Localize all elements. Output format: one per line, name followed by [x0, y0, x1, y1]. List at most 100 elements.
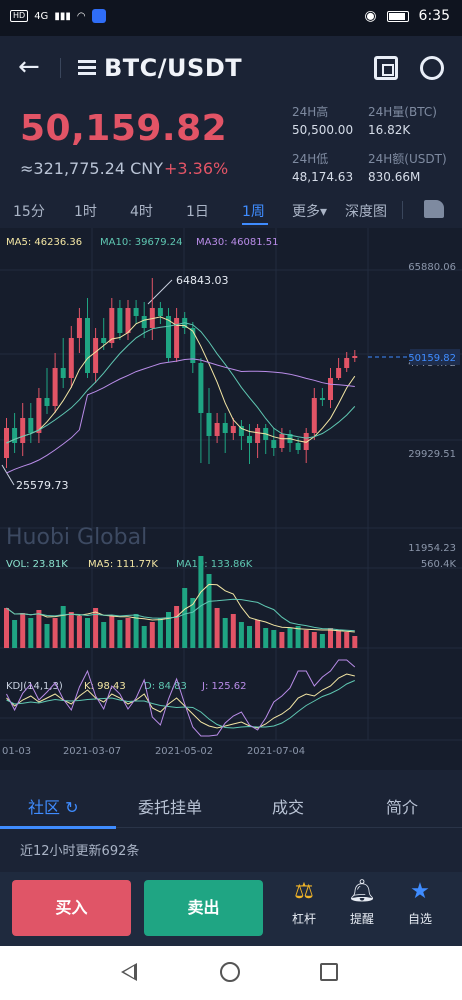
volume-bar [328, 628, 333, 648]
volume-bar [336, 630, 342, 648]
candle [344, 358, 350, 368]
refresh-icon[interactable]: ↻ [65, 798, 79, 817]
candle [336, 368, 342, 378]
pair-menu-icon[interactable] [78, 60, 96, 76]
volume-bar [85, 618, 90, 648]
price-axis-top: 65880.06 [408, 262, 456, 273]
tf-depth[interactable]: 深度图 [345, 204, 387, 220]
low-pointer [1, 464, 15, 486]
back-arrow-icon[interactable]: ← [18, 52, 40, 82]
signal-4g: 4G [34, 10, 49, 22]
candle [174, 318, 180, 358]
tab-community[interactable]: 社区 ↻ [28, 798, 79, 817]
candle [255, 428, 261, 443]
volume-bar [295, 626, 301, 648]
nav-recent-icon[interactable] [320, 963, 338, 981]
app-notification-icon [91, 9, 106, 23]
candle [247, 436, 252, 443]
stat-24h-low: 24H低 48,174.63 [292, 152, 354, 184]
candle [20, 418, 26, 443]
candle [36, 398, 42, 433]
volume-bar [36, 610, 42, 648]
sell-button[interactable]: 卖出 [144, 880, 263, 936]
volume-bar [141, 626, 147, 648]
tab-trades[interactable]: 成交 [272, 798, 305, 817]
stat-24h-amount: 24H额(USDT) 830.66M [368, 152, 447, 184]
watchlist-button[interactable]: ★ 自选 [400, 880, 440, 927]
chart-settings-icon[interactable] [424, 200, 444, 218]
tf-more[interactable]: 更多▾ [292, 204, 328, 220]
leverage-button[interactable]: ⚖ 杠杆 [284, 880, 324, 927]
volume-bar [303, 630, 309, 648]
buy-button[interactable]: 买入 [12, 880, 131, 936]
candle [52, 368, 58, 406]
date-label-3: 2021-07-04 [247, 746, 305, 757]
vol-axis-label: 560.4K [421, 559, 457, 570]
chart-area[interactable]: MA5: 46236.36 MA10: 39679.24 MA30: 46081… [0, 228, 462, 770]
candle [271, 440, 277, 448]
pair-title[interactable]: BTC/USDT [104, 54, 243, 82]
header-divider [60, 58, 61, 78]
volume-bar [20, 613, 26, 648]
candle [85, 318, 90, 373]
volume-bar [279, 632, 285, 648]
tf-1h[interactable]: 1时 [74, 204, 97, 220]
star-icon: ★ [410, 879, 430, 904]
volume-bar [311, 632, 317, 648]
nav-back-icon[interactable] [121, 963, 137, 981]
volume-bar [271, 630, 277, 648]
tf-4h[interactable]: 4时 [130, 204, 153, 220]
tf-15m[interactable]: 15分 [13, 204, 45, 220]
candle [68, 338, 74, 378]
volume-bar [157, 618, 163, 648]
nav-home-icon[interactable] [220, 962, 240, 982]
volume-bar [125, 618, 131, 648]
candle [238, 426, 244, 436]
candle [44, 398, 50, 406]
fullscreen-icon[interactable] [374, 56, 398, 80]
candle [222, 423, 228, 433]
volume-bar [198, 556, 204, 648]
ma10-label: MA10: 39679.24 [100, 237, 182, 248]
candles [4, 278, 358, 468]
share-icon[interactable] [420, 56, 444, 80]
tab-orders[interactable]: 委托挂单 [138, 798, 203, 817]
volume-bar [182, 588, 188, 648]
volume-bar [133, 614, 139, 648]
timeframe-bar: 15分 1时 4时 1日 1周 更多▾ 深度图 [0, 196, 462, 226]
volume-bar [190, 598, 196, 648]
volume-bar [76, 616, 82, 648]
volume-bar [52, 618, 58, 648]
volume-bar [109, 616, 115, 648]
volume-bar [28, 618, 34, 648]
status-bar: HD 4G ▮▮▮ ◠ ◉ 6:35 [0, 0, 462, 36]
tf-1w[interactable]: 1周 [242, 204, 265, 220]
tf-1d[interactable]: 1日 [186, 204, 209, 220]
action-bar: 买入 卖出 ⚖ 杠杆 🔔︎ 提醒 ★ 自选 [0, 872, 462, 946]
tab-intro[interactable]: 简介 [386, 798, 419, 817]
candle [311, 398, 317, 433]
volume-bar [263, 628, 269, 648]
ma5-label: MA5: 46236.36 [6, 237, 82, 248]
candle [190, 328, 196, 363]
volume-bar [206, 574, 212, 648]
kdj-j-label: J: 125.62 [201, 681, 247, 692]
candle [295, 443, 301, 450]
high-label: 64843.03 [176, 274, 229, 287]
kdj-j-line [6, 659, 356, 737]
candle [319, 398, 325, 400]
date-label-1: 2021-03-07 [63, 746, 121, 757]
grid [0, 228, 462, 741]
candle [230, 426, 236, 433]
candle [109, 308, 115, 343]
stat-24h-volume: 24H量(BTC) 16.82K [368, 105, 437, 137]
kdj-d-label: D: 84.83 [144, 681, 187, 692]
alert-button[interactable]: 🔔︎ 提醒 [342, 880, 382, 927]
volume-bar [93, 608, 99, 648]
vol-ma10-label: MA10: 133.86K [176, 559, 253, 570]
candle [214, 423, 220, 436]
date-label-2: 2021-05-02 [155, 746, 213, 757]
price-change: +3.36% [164, 159, 229, 178]
volume-bar [12, 620, 18, 648]
battery-icon [386, 10, 409, 22]
